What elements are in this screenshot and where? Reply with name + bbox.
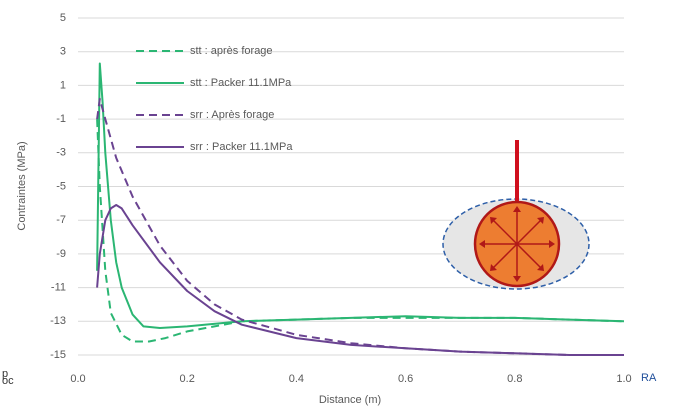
x-tick-label: 0.2 bbox=[180, 373, 195, 385]
x-tick-label: 0.0 bbox=[70, 373, 85, 385]
annotation: p bbox=[2, 368, 8, 380]
x-tick-label: 0.4 bbox=[289, 373, 304, 385]
y-tick-label: -5 bbox=[56, 180, 66, 192]
series-line bbox=[96, 62, 625, 329]
legend-label: srr : Après forage bbox=[190, 109, 274, 121]
borehole-diagram bbox=[442, 140, 590, 290]
x-tick-label: 1.0 bbox=[616, 373, 631, 385]
x-axis-title: Distance (m) bbox=[319, 394, 381, 406]
y-tick-label: -15 bbox=[50, 349, 66, 361]
y-tick-label: 1 bbox=[60, 79, 66, 91]
series-line bbox=[96, 119, 625, 343]
series-line bbox=[96, 204, 624, 356]
y-tick-label: -3 bbox=[56, 147, 66, 159]
annotation: RA bbox=[641, 372, 657, 384]
plot: 5 3 1 -1 -3 -5 -7 -9 -11 -13 -15 0.0 0.2 0.4 0.6 0.8 1.0… bbox=[50, 12, 632, 385]
legend-label: stt : après forage bbox=[190, 45, 273, 57]
legend-label: srr : Packer 11.1MPa bbox=[190, 141, 293, 153]
y-tick-label: 5 bbox=[60, 12, 66, 24]
y-tick-label: -7 bbox=[56, 214, 66, 226]
y-tick-label: -11 bbox=[51, 282, 66, 294]
y-tick-label: -13 bbox=[50, 315, 66, 327]
legend-label: stt : Packer 11.1MPa bbox=[190, 77, 292, 89]
x-tick-label: 0.8 bbox=[507, 373, 522, 385]
y-tick-label: -1 bbox=[56, 113, 66, 125]
y-tick-label: 3 bbox=[60, 46, 66, 58]
y-tick-label: -9 bbox=[56, 248, 66, 260]
y-axis-title: Contraintes (MPa) bbox=[16, 141, 28, 230]
x-tick-label: 0.6 bbox=[398, 373, 413, 385]
arrows bbox=[479, 206, 555, 282]
annotation: oc bbox=[2, 375, 14, 387]
